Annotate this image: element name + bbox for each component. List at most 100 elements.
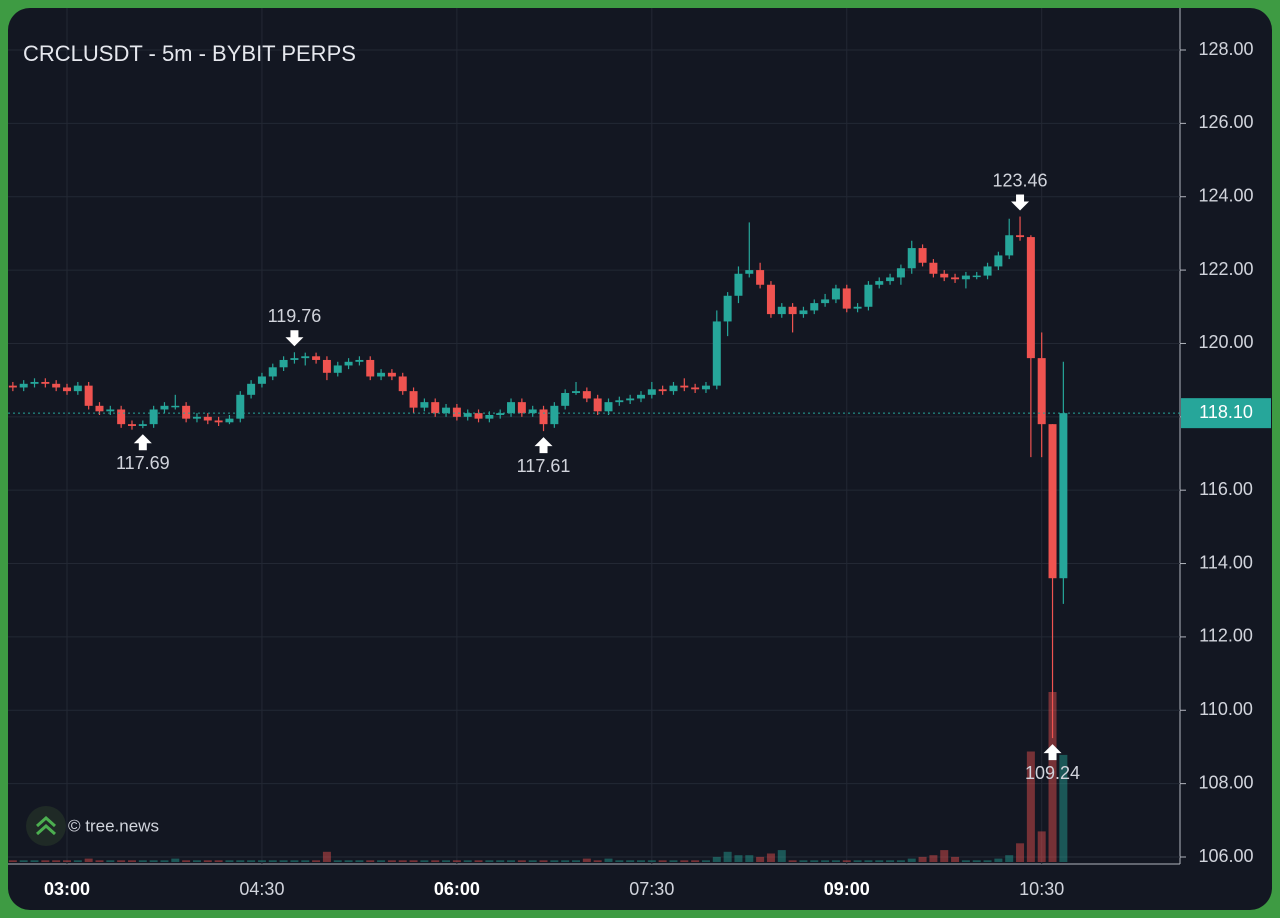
candle-body	[1059, 413, 1068, 579]
candle-body	[344, 361, 353, 366]
candle-body	[171, 405, 180, 408]
x-tick-label: 09:00	[824, 879, 870, 899]
volume-bar	[290, 860, 299, 862]
candle-body	[41, 381, 50, 384]
candle-body	[593, 398, 602, 412]
volume-bar	[593, 860, 602, 862]
candle-body	[236, 394, 245, 419]
candle-body	[182, 405, 191, 419]
candle-body	[420, 402, 429, 408]
volume-bar	[799, 860, 808, 862]
candle-body	[73, 385, 82, 392]
volume-bar	[149, 860, 158, 862]
volume-bar	[701, 860, 710, 862]
candle-body	[127, 424, 136, 426]
candle-body	[106, 409, 115, 412]
volume-bar	[723, 851, 732, 862]
candle-body	[572, 391, 581, 393]
volume-bar	[127, 860, 136, 862]
logo-chevrons	[36, 815, 56, 836]
candle-body	[84, 385, 93, 406]
candle-body	[214, 420, 223, 423]
candle-body	[745, 270, 754, 274]
candle-body	[1026, 237, 1035, 359]
candle-body	[333, 365, 342, 373]
volume-bar	[777, 850, 786, 862]
volume-bar	[842, 860, 851, 862]
volume-bar	[117, 860, 126, 862]
candle-body	[691, 387, 700, 390]
volume-bar	[853, 860, 862, 862]
candle-body	[528, 409, 537, 414]
watermark: © tree.news	[68, 816, 159, 835]
annotation-label: 123.46	[993, 170, 1048, 190]
candle-body	[680, 385, 689, 388]
candle-body	[452, 407, 461, 417]
candle-body	[301, 356, 310, 359]
volume-bar	[712, 856, 721, 862]
y-tick-label: 126.00	[1198, 112, 1253, 132]
candle-body	[1016, 235, 1025, 238]
volume-bar	[745, 855, 754, 862]
x-tick-label: 07:30	[629, 879, 674, 899]
candle-body	[756, 270, 765, 285]
candle-body	[961, 275, 970, 280]
arrow-down	[285, 330, 304, 347]
candle-body	[463, 413, 472, 417]
candle-body	[1005, 235, 1014, 256]
candle-body	[766, 284, 775, 315]
candle-body	[831, 288, 840, 300]
volume-bar	[247, 860, 256, 862]
candle-body	[160, 405, 169, 410]
volume-bar	[940, 850, 949, 862]
x-tick-label: 04:30	[239, 879, 284, 899]
candle-body	[615, 400, 624, 403]
candle-body	[52, 383, 61, 388]
volume-bar	[528, 860, 537, 862]
volume-bar	[431, 860, 440, 862]
candle-body	[886, 277, 895, 282]
volume-bar	[279, 860, 288, 862]
candle-body	[312, 356, 321, 360]
last-price-box	[1181, 398, 1271, 429]
volume-bar	[821, 860, 830, 862]
candle-body	[290, 358, 299, 360]
volume-bar	[95, 860, 104, 862]
volume-bar	[225, 860, 234, 862]
volume-bar	[929, 855, 938, 862]
arrow-up	[534, 437, 553, 454]
y-tick-label: 122.00	[1198, 259, 1253, 279]
volume-bar	[734, 855, 743, 862]
candle-body	[322, 359, 331, 373]
volume-bar	[257, 860, 266, 862]
x-tick-label: 03:00	[44, 879, 90, 899]
axes: 106.00 108.00 110.00 112.00 114.00 116.00 118.…	[8, 39, 1271, 899]
candle-body	[777, 306, 786, 315]
candle-body	[225, 418, 234, 423]
panel	[8, 8, 1272, 910]
candle-body	[387, 372, 396, 377]
candle-body	[734, 273, 743, 296]
candle-body	[117, 409, 126, 425]
last-price-label: 118.10	[1199, 402, 1253, 422]
candle-body	[582, 391, 591, 399]
volume-bar	[496, 860, 505, 862]
volume-bar	[1037, 831, 1046, 862]
volume-bar	[463, 860, 472, 862]
candle-body	[138, 424, 147, 426]
y-tick-label: 124.00	[1198, 185, 1253, 205]
candle-body	[409, 391, 418, 408]
volume-bar	[268, 860, 277, 862]
volume-bar	[377, 860, 386, 862]
volume-bar	[691, 860, 700, 862]
candle-body	[19, 383, 28, 388]
volume-bar	[322, 851, 331, 862]
volume-bar	[182, 860, 191, 862]
candle-body	[377, 372, 386, 377]
candle-body	[658, 389, 667, 392]
volume-bar	[810, 860, 819, 862]
y-tick-label: 116.00	[1199, 479, 1253, 499]
volume-bar	[615, 860, 624, 862]
volume-bar	[160, 860, 169, 862]
